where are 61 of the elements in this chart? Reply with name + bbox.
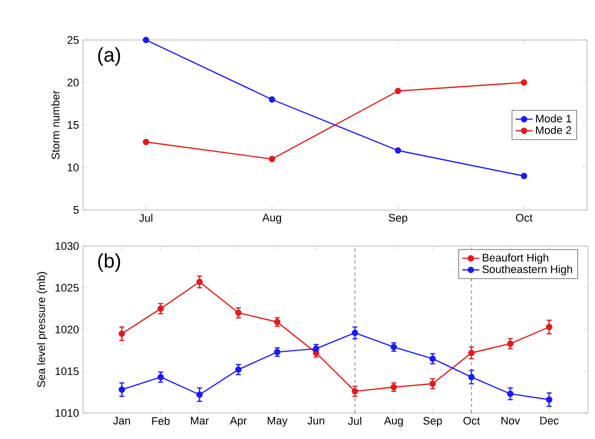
point bbox=[507, 390, 514, 397]
point bbox=[468, 350, 475, 356]
point bbox=[268, 156, 276, 162]
point bbox=[142, 138, 150, 146]
point bbox=[429, 380, 436, 387]
x-tick-label: Aug bbox=[262, 214, 282, 224]
x-tick-label: Jul bbox=[348, 416, 362, 425]
point bbox=[196, 391, 203, 398]
x-tick-label: Sep bbox=[423, 416, 442, 427]
point bbox=[118, 330, 126, 337]
x-tick-label: Mar bbox=[191, 416, 209, 424]
x-tick-label: Sep bbox=[388, 214, 408, 224]
point bbox=[312, 346, 320, 352]
x-tick-label: Oct bbox=[516, 214, 532, 222]
y-axis-title: Storm number bbox=[51, 90, 60, 160]
point bbox=[158, 305, 164, 312]
y-tick-label: 1030 bbox=[56, 242, 79, 250]
x-tick-label: Jan bbox=[113, 416, 130, 424]
legend-label: Mode 1 bbox=[536, 114, 572, 122]
y-tick-label: 1020 bbox=[56, 326, 79, 334]
point bbox=[196, 278, 203, 286]
y-tick-label: 1025 bbox=[56, 284, 79, 292]
point bbox=[546, 324, 552, 330]
y-tick-label: 1015 bbox=[56, 367, 79, 376]
point bbox=[352, 330, 358, 336]
x-tick-label: May bbox=[268, 416, 288, 427]
point bbox=[468, 374, 475, 380]
legend-label: Beaufort High bbox=[482, 254, 548, 264]
x-tick-label: Apr bbox=[230, 416, 247, 427]
x-tick-label: Dec bbox=[540, 416, 559, 424]
point bbox=[142, 36, 150, 44]
point bbox=[394, 88, 402, 94]
point bbox=[158, 374, 164, 380]
point bbox=[268, 96, 276, 103]
annotation: (b) bbox=[98, 253, 120, 272]
y-tick-label: 1010 bbox=[56, 409, 79, 417]
point bbox=[507, 340, 514, 347]
point bbox=[118, 386, 126, 393]
point bbox=[235, 310, 242, 316]
legend-label: Southeastern High bbox=[482, 265, 572, 276]
point bbox=[352, 388, 358, 394]
x-tick-label: Oct bbox=[463, 416, 480, 425]
point bbox=[429, 356, 436, 362]
y-tick-label: 10 bbox=[68, 164, 79, 172]
legend-label: Mode 2 bbox=[536, 126, 572, 134]
y-tick-label: 25 bbox=[68, 36, 79, 44]
y-tick-label: 5 bbox=[73, 206, 79, 214]
point bbox=[520, 172, 528, 180]
x-tick-label: Aug bbox=[384, 416, 403, 427]
x-tick-label: Jun bbox=[307, 416, 324, 424]
y-tick-label: 15 bbox=[68, 121, 79, 129]
point bbox=[546, 396, 552, 403]
annotation: (a) bbox=[98, 47, 120, 66]
y-tick-label: 20 bbox=[68, 78, 79, 86]
x-tick-label: Nov bbox=[501, 416, 520, 424]
point bbox=[394, 147, 402, 154]
x-tick-label: Jul bbox=[139, 214, 152, 222]
point bbox=[520, 79, 528, 86]
x-tick-label: Feb bbox=[152, 416, 170, 425]
point bbox=[235, 366, 242, 373]
y-axis-title: Sea level pressure (mb) bbox=[37, 272, 48, 388]
